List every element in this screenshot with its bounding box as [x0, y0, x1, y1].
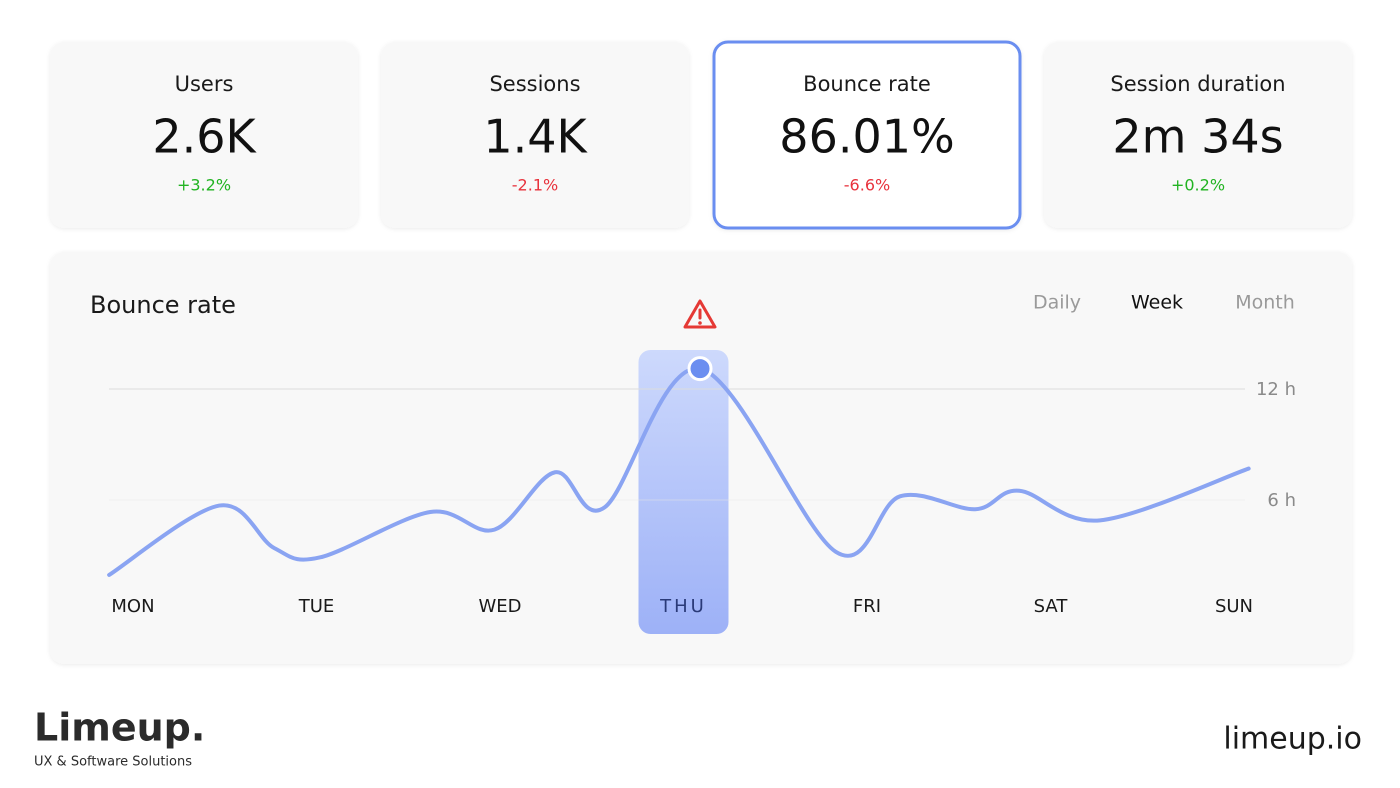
y-tick-label: 12 h: [1256, 379, 1296, 400]
kpi-value: 86.01%: [779, 110, 954, 164]
x-tick-label: THU: [659, 596, 707, 617]
tagline: UX & Software Solutions: [34, 755, 192, 770]
range-tab[interactable]: Daily: [1033, 292, 1081, 314]
kpi-label: Users: [175, 72, 234, 96]
kpi-card: [381, 42, 689, 228]
x-tick-label: SAT: [1034, 596, 1069, 617]
line-series: [107, 366, 1251, 577]
kpi-value: 2m 34s: [1112, 110, 1283, 164]
range-tab[interactable]: Month: [1235, 292, 1295, 314]
brand: Limeup.: [34, 706, 205, 750]
kpi-card: [1044, 42, 1352, 228]
kpi-change: +0.2%: [1171, 176, 1225, 195]
x-tick-label: WED: [478, 596, 521, 617]
kpi-change: -6.6%: [844, 176, 890, 195]
kpi-label: Bounce rate: [803, 72, 931, 96]
y-tick-label: 6 h: [1267, 490, 1296, 511]
kpi-label: Sessions: [489, 72, 580, 96]
x-tick-label: MON: [111, 596, 154, 617]
range-tab[interactable]: Week: [1131, 292, 1183, 314]
kpi-change: +3.2%: [177, 176, 231, 195]
kpi-change: -2.1%: [512, 176, 558, 195]
highlight-point: [687, 356, 713, 382]
chart-title: Bounce rate: [90, 291, 236, 319]
kpi-card: [712, 40, 1022, 230]
kpi-card: [50, 42, 358, 228]
site-url: limeup.io: [1223, 722, 1362, 757]
highlight-band: [638, 350, 729, 634]
x-tick-label: SUN: [1215, 596, 1253, 617]
kpi-value: 2.6K: [152, 110, 257, 164]
x-tick-label: TUE: [298, 596, 335, 617]
kpi-label: Session duration: [1110, 72, 1285, 96]
x-tick-label: FRI: [853, 596, 881, 617]
kpi-value: 1.4K: [483, 110, 588, 164]
warning-icon: [683, 299, 717, 329]
